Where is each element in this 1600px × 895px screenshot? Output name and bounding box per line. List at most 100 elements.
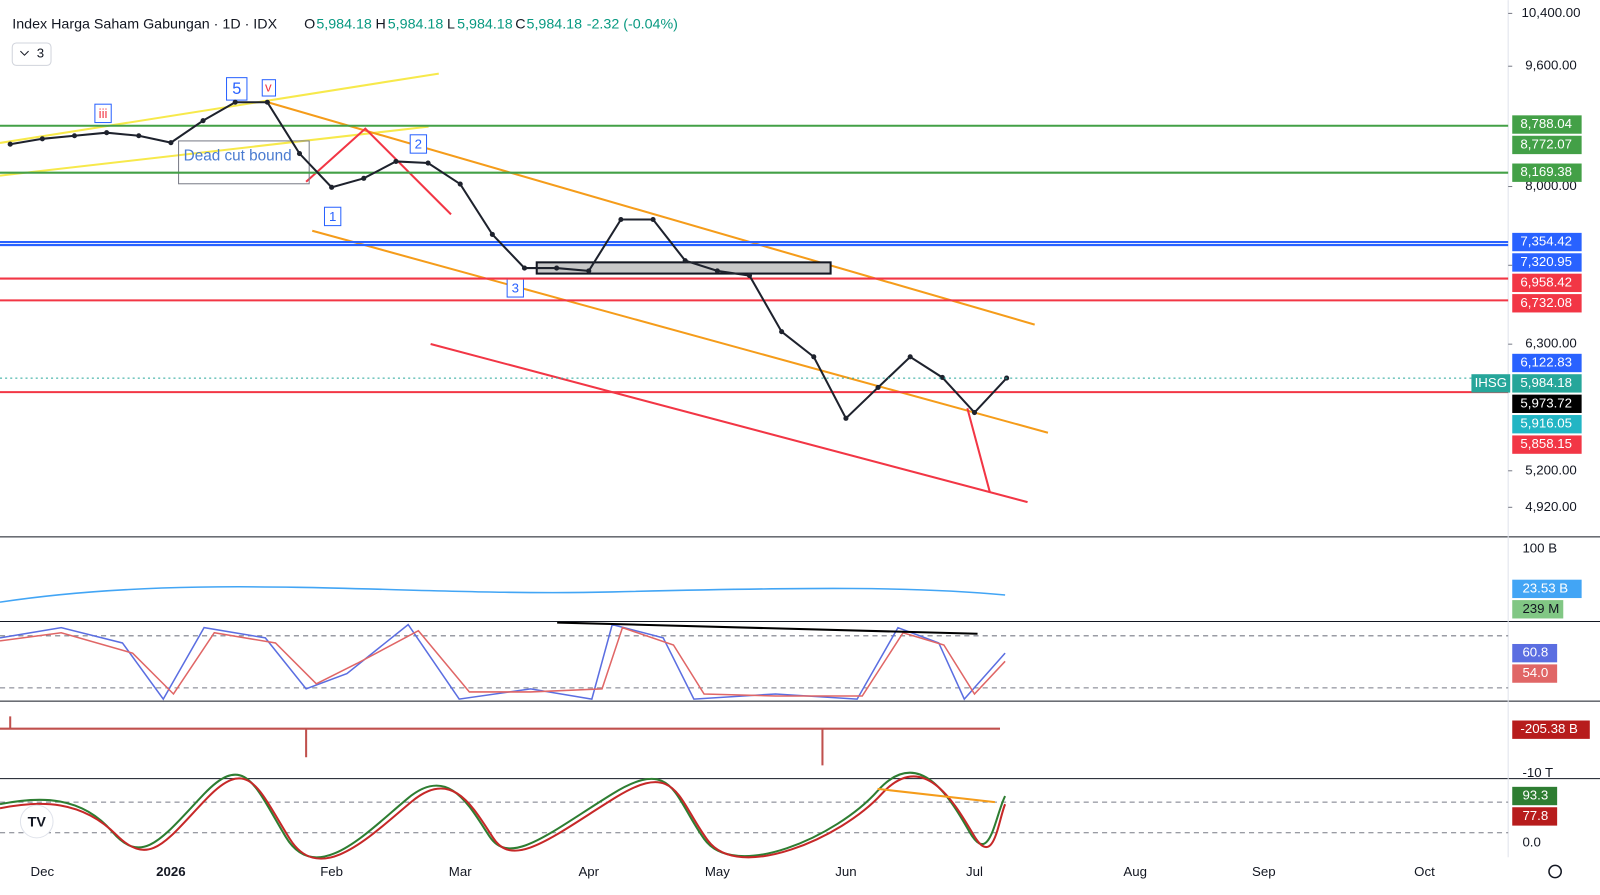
price-badge [1512, 253, 1582, 272]
price-badge-label: 8,169.38 [1520, 164, 1572, 179]
chevron [20, 50, 29, 56]
badge [1512, 579, 1582, 599]
trendline [267, 101, 1035, 326]
logo[interactable] [19, 804, 54, 839]
price-point [361, 175, 367, 181]
macd-histogram [0, 716, 1000, 766]
stoch-k [0, 771, 1007, 859]
price-point [939, 374, 945, 381]
price-point [779, 329, 785, 335]
y-tick-label: 9,600.00 [1525, 58, 1577, 73]
price-point [296, 150, 303, 157]
badge [1512, 643, 1558, 663]
x-tick-label: 2026 [156, 864, 185, 879]
x-tick-label: Oct [1414, 864, 1435, 879]
price-point [168, 140, 174, 146]
trendline [311, 229, 1049, 434]
ohlc-value: 5,984.18 [316, 16, 372, 32]
price-badge [1512, 435, 1582, 454]
wave-box [409, 134, 428, 154]
wave-box [226, 77, 248, 101]
price-point [200, 118, 206, 124]
badge [1512, 664, 1558, 683]
price-badge-label: 5,858.15 [1520, 436, 1572, 451]
price-point [907, 354, 913, 360]
wave-box [94, 103, 112, 124]
ohlc-label: L [447, 16, 455, 32]
wave-label: v [265, 79, 272, 94]
badge [1512, 786, 1558, 806]
y-tick-label: 6,300.00 [1525, 336, 1577, 351]
ohlc-value: 5,984.18 [457, 16, 513, 32]
ohlc-value: 5,984.18 [388, 16, 444, 32]
price-point [618, 216, 624, 223]
price-point [521, 265, 528, 271]
logo-mark: TV [28, 814, 47, 830]
trendline [430, 342, 1028, 504]
trendline [0, 72, 439, 144]
price-point [425, 160, 431, 166]
price-badge-label: 6,958.42 [1520, 274, 1572, 289]
y-tick-label: 4,920.00 [1525, 499, 1577, 514]
price-badge [1512, 163, 1582, 182]
drawings [0, 72, 1049, 504]
wave-label: 5 [232, 80, 241, 98]
badge [1512, 720, 1590, 739]
price-badge-label: 6,122.83 [1520, 354, 1572, 369]
price-badge [1512, 294, 1582, 313]
price-badge-label: 8,772.07 [1520, 136, 1572, 151]
wave-label: iii [99, 106, 108, 121]
price-badge [1512, 394, 1582, 413]
price-badge [1512, 353, 1582, 373]
price-badge [1512, 232, 1582, 252]
volume-ma-value: 23.53 B [1522, 580, 1568, 595]
rsi-d-value: 54.0 [1522, 665, 1548, 680]
x-tick-label: Apr [578, 864, 599, 879]
price-badge-label: 5,916.05 [1520, 416, 1572, 431]
price-point [971, 409, 978, 416]
price-badge [1512, 273, 1582, 293]
price-badge-label: 6,732.08 [1520, 295, 1572, 310]
symbol-tag [1471, 374, 1511, 393]
price-point [811, 354, 817, 360]
divergence-line [877, 787, 996, 804]
x-tick-label: Jul [966, 864, 983, 879]
price-point [714, 268, 720, 274]
settings-icon[interactable] [1548, 864, 1562, 879]
price-point [104, 130, 110, 136]
price-point [393, 158, 399, 164]
price-badge [1512, 374, 1582, 393]
change: -2.32 (-0.04%) [587, 16, 678, 32]
wave-labels: 5 v iii 2 1 3 Dead cut bound [94, 77, 524, 298]
price-point [489, 231, 495, 237]
price-point [746, 273, 753, 279]
rsi-d [0, 626, 1006, 697]
stoch-zero: 0.0 [1522, 834, 1540, 849]
price-point [875, 384, 881, 391]
stoch-d-value: 77.8 [1522, 808, 1548, 823]
price-point [586, 268, 592, 274]
layers-button[interactable] [11, 42, 52, 66]
zone-box [535, 261, 832, 275]
macd-scale: -10 T [1522, 765, 1553, 780]
x-tick-label: Jun [835, 864, 856, 879]
x-tick-label: May [705, 864, 730, 879]
ohlc-label: C [515, 16, 525, 32]
arrow [305, 127, 991, 493]
rsi-k-value: 60.8 [1522, 645, 1548, 660]
price-point [457, 181, 463, 187]
price-point [682, 258, 688, 264]
volume-value: 239 M [1522, 601, 1559, 616]
note: Dead cut bound [184, 147, 292, 164]
price-point [650, 216, 656, 223]
price-badge-label: 5,973.72 [1520, 395, 1572, 410]
y-tick-label: 10,400.00 [1522, 5, 1581, 20]
price-point [329, 184, 335, 190]
volume-scale: 100 B [1522, 541, 1557, 556]
badge [1512, 807, 1558, 826]
price-point [843, 415, 849, 421]
macd-value: -205.38 B [1520, 721, 1578, 736]
x-tick-label: Feb [320, 864, 343, 879]
